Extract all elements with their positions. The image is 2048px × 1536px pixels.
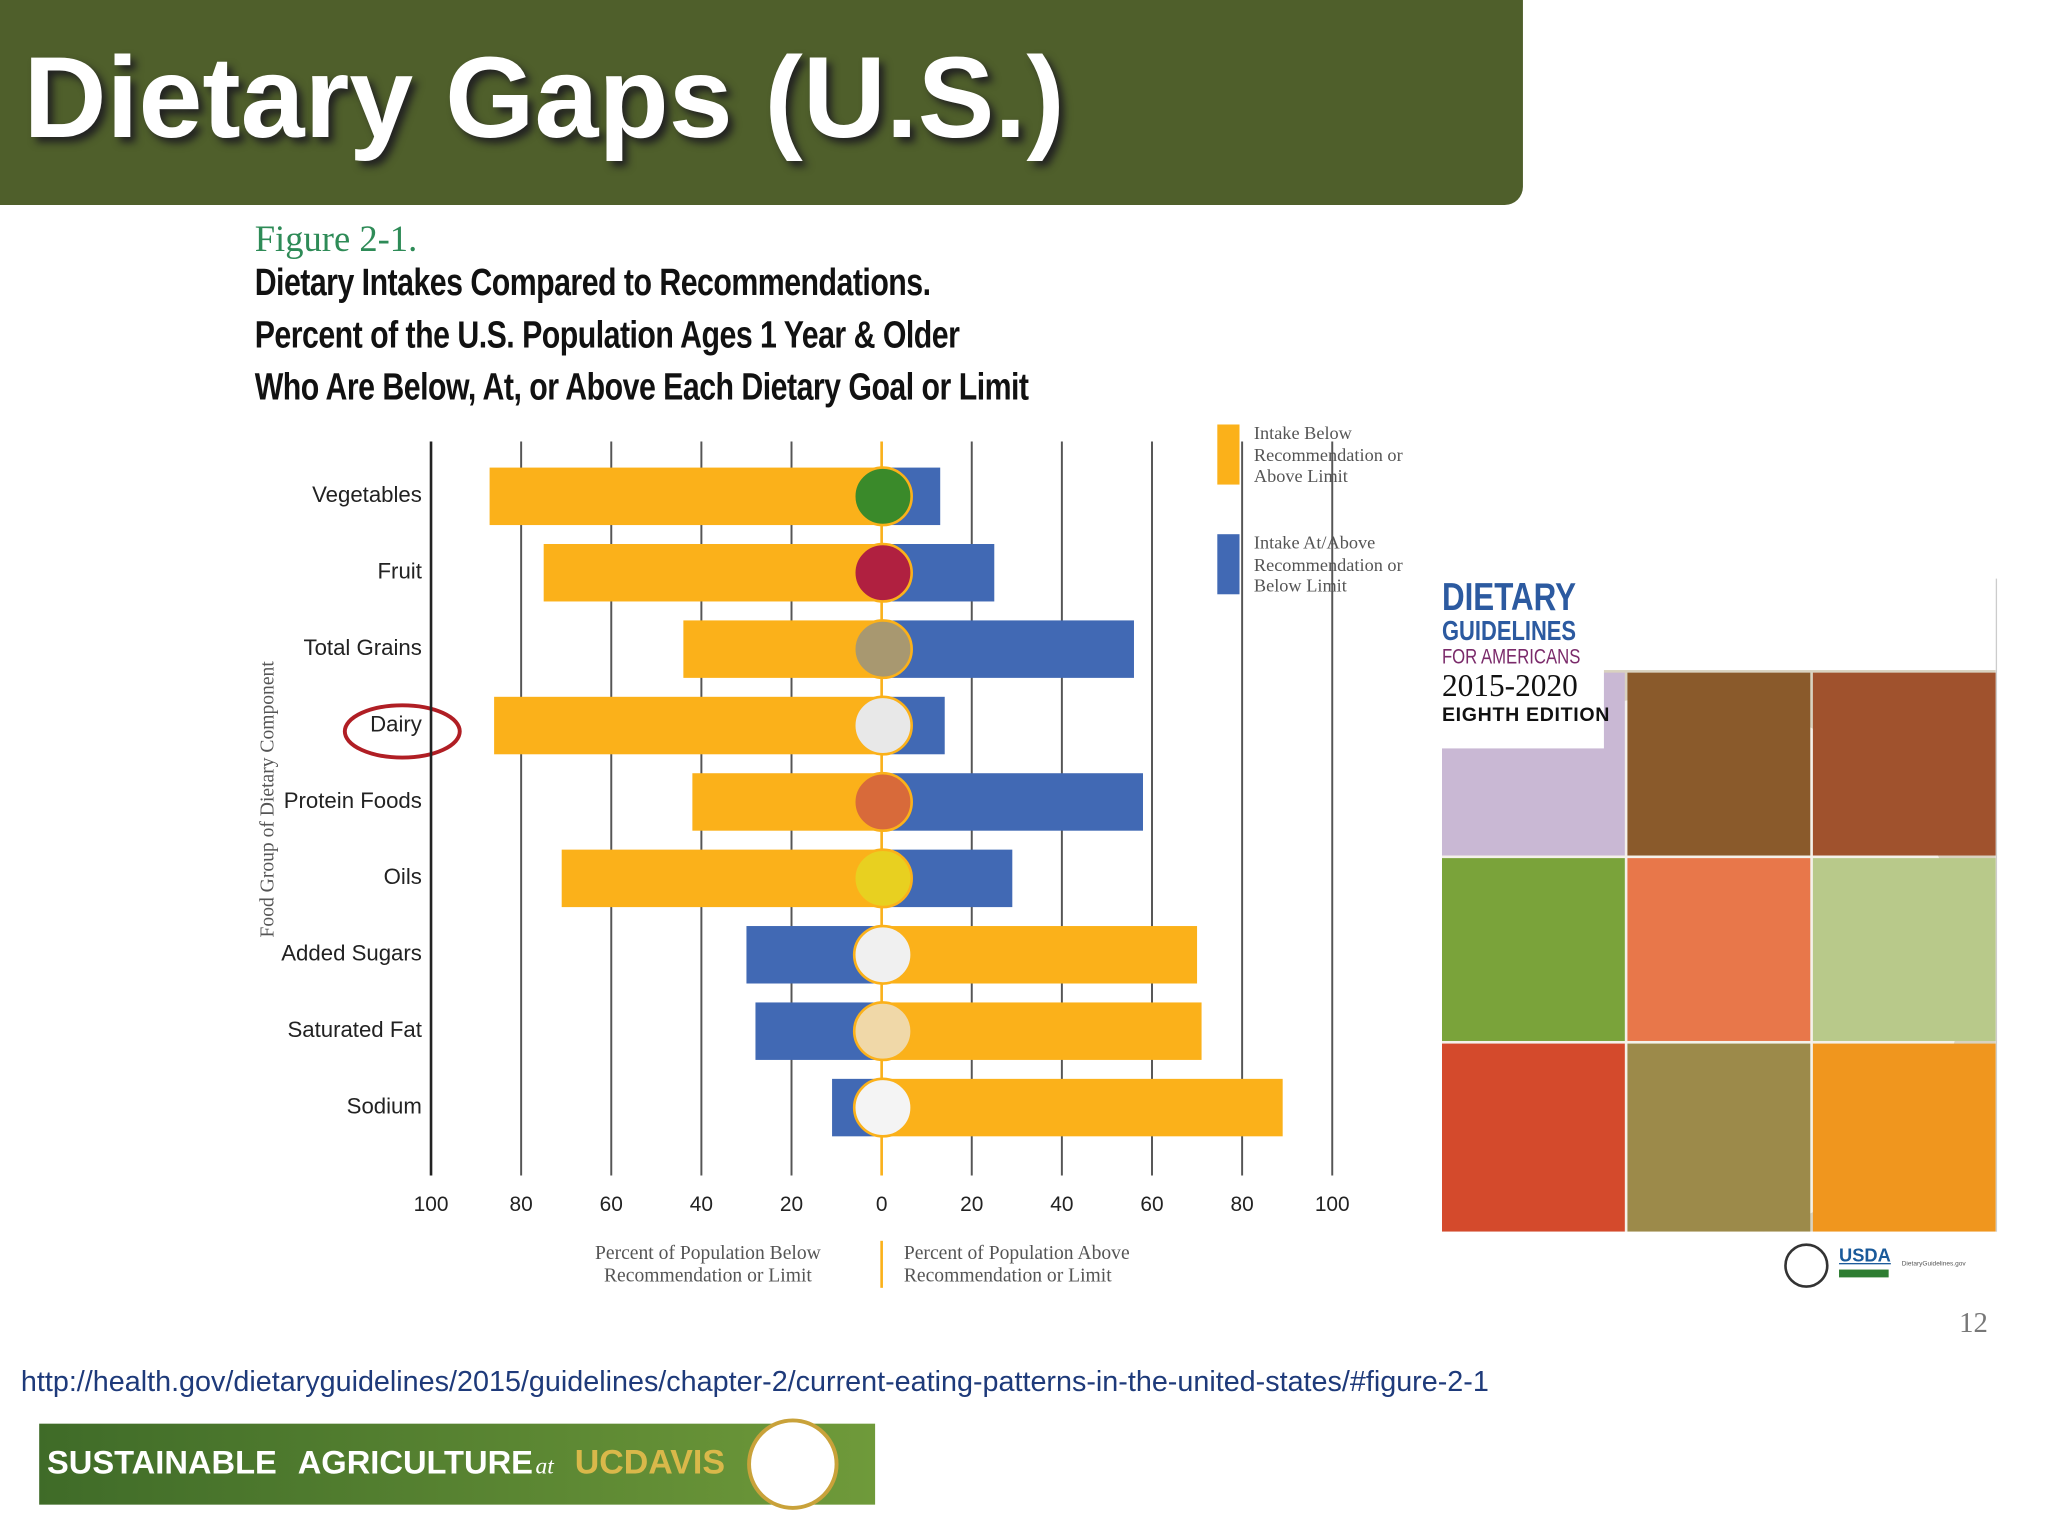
legend-label: Intake At/Above Recommendation or Below … xyxy=(1253,534,1403,597)
y-tick-label: Vegetables xyxy=(312,482,422,507)
y-tick-label: Dairy xyxy=(370,711,423,736)
cover-subtitle: GUIDELINES xyxy=(1441,616,1577,647)
food-icon xyxy=(852,771,913,832)
bar xyxy=(543,543,882,602)
y-axis-label: Food Group of Dietary Component xyxy=(258,661,279,938)
legend-entry: Intake Below Recommendation or Above Lim… xyxy=(1215,424,1424,502)
y-tick-label: Protein Foods xyxy=(284,788,422,813)
cover-site: DietaryGuidelines.gov xyxy=(1901,1260,1966,1269)
x-tick-label: 20 xyxy=(780,1193,803,1216)
legend-label: Intake Below Recommendation or Above Lim… xyxy=(1253,424,1403,488)
y-tick-label: Oils xyxy=(384,864,422,889)
cover-title-block: DIETARY GUIDELINES FOR AMERICANS 2015-20… xyxy=(1441,575,1611,749)
bar xyxy=(692,773,882,831)
x-tick-label: 60 xyxy=(600,1193,623,1216)
bar xyxy=(683,620,882,678)
logo-org: UCDAVIS xyxy=(574,1441,726,1482)
heading-line: Dietary Intakes Compared to Recommendati… xyxy=(254,262,931,305)
bar xyxy=(494,696,882,755)
bar xyxy=(881,773,1143,831)
logo-text: SUSTAINABLE AGRICULTURE xyxy=(47,1444,533,1482)
food-icon xyxy=(852,1001,913,1062)
legend-swatch xyxy=(1217,534,1240,595)
page-number: 12 xyxy=(1959,1306,1988,1339)
food-icon xyxy=(852,695,913,756)
logo-seal xyxy=(747,1418,839,1510)
usda-logo: USDA xyxy=(1839,1244,1891,1266)
x-tick-label: 20 xyxy=(960,1193,983,1216)
bar xyxy=(881,926,1198,984)
heading-line: Percent of the U.S. Population Ages 1 Ye… xyxy=(254,314,960,357)
cover-audience: FOR AMERICANS xyxy=(1441,646,1581,669)
food-icon xyxy=(852,542,913,603)
cover-years: 2015-2020 xyxy=(1441,670,1578,704)
legend-entry: Intake At/Above Recommendation or Below … xyxy=(1215,534,1424,612)
x-tick-label: 40 xyxy=(690,1193,713,1216)
bar xyxy=(881,620,1134,678)
y-tick-label: Sodium xyxy=(347,1093,422,1118)
cover-art xyxy=(1441,670,1996,1232)
title-banner xyxy=(0,0,1523,206)
y-tick-label: Fruit xyxy=(378,559,422,584)
hhs-seal xyxy=(1784,1243,1829,1288)
x-tick-label: 80 xyxy=(510,1193,533,1216)
x-tick-label: 40 xyxy=(1050,1193,1073,1216)
bar xyxy=(489,467,882,526)
cover-edition: EIGHTH EDITION xyxy=(1441,703,1611,727)
figure-label: Figure 2-1. xyxy=(254,219,418,260)
x-axis-label-left: Percent of Population Below Recommendati… xyxy=(594,1243,821,1287)
bar xyxy=(881,1078,1283,1137)
x-tick-label: 100 xyxy=(1315,1193,1350,1216)
food-icon xyxy=(852,619,913,680)
y-tick-label: Added Sugars xyxy=(281,941,422,966)
book-cover: DIETARY GUIDELINES FOR AMERICANS 2015-20… xyxy=(1441,575,1998,1232)
figure-heading: Dietary Intakes Compared to Recommendati… xyxy=(255,257,1029,414)
slide-title: Dietary Gaps (U.S.) xyxy=(23,32,1065,162)
x-axis-label-right: Percent of Population Above Recommendati… xyxy=(903,1243,1130,1287)
y-tick-label: Saturated Fat xyxy=(287,1017,421,1042)
x-tick-label: 80 xyxy=(1231,1193,1254,1216)
heading-line: Who Are Below, At, or Above Each Dietary… xyxy=(254,367,1029,409)
cover-title: DIETARY xyxy=(1441,575,1577,620)
x-tick-label: 0 xyxy=(876,1193,888,1216)
y-tick-label: Total Grains xyxy=(303,635,421,660)
food-icon xyxy=(852,1077,913,1138)
logo-at: at xyxy=(535,1452,554,1479)
food-icon xyxy=(852,924,913,985)
food-icon xyxy=(852,466,913,527)
divider xyxy=(880,1240,883,1288)
bar xyxy=(561,849,882,908)
x-tick-label: 100 xyxy=(414,1193,449,1216)
usda-stripe xyxy=(1839,1269,1889,1278)
x-tick-label: 60 xyxy=(1140,1193,1163,1216)
food-icon xyxy=(852,848,913,909)
highlight-circle xyxy=(342,703,462,760)
footer-logo: SUSTAINABLE AGRICULTURE at UCDAVIS xyxy=(39,1418,876,1510)
source-url: http://health.gov/dietaryguidelines/2015… xyxy=(20,1364,1489,1398)
legend-swatch xyxy=(1217,424,1240,485)
bar xyxy=(881,1002,1202,1060)
